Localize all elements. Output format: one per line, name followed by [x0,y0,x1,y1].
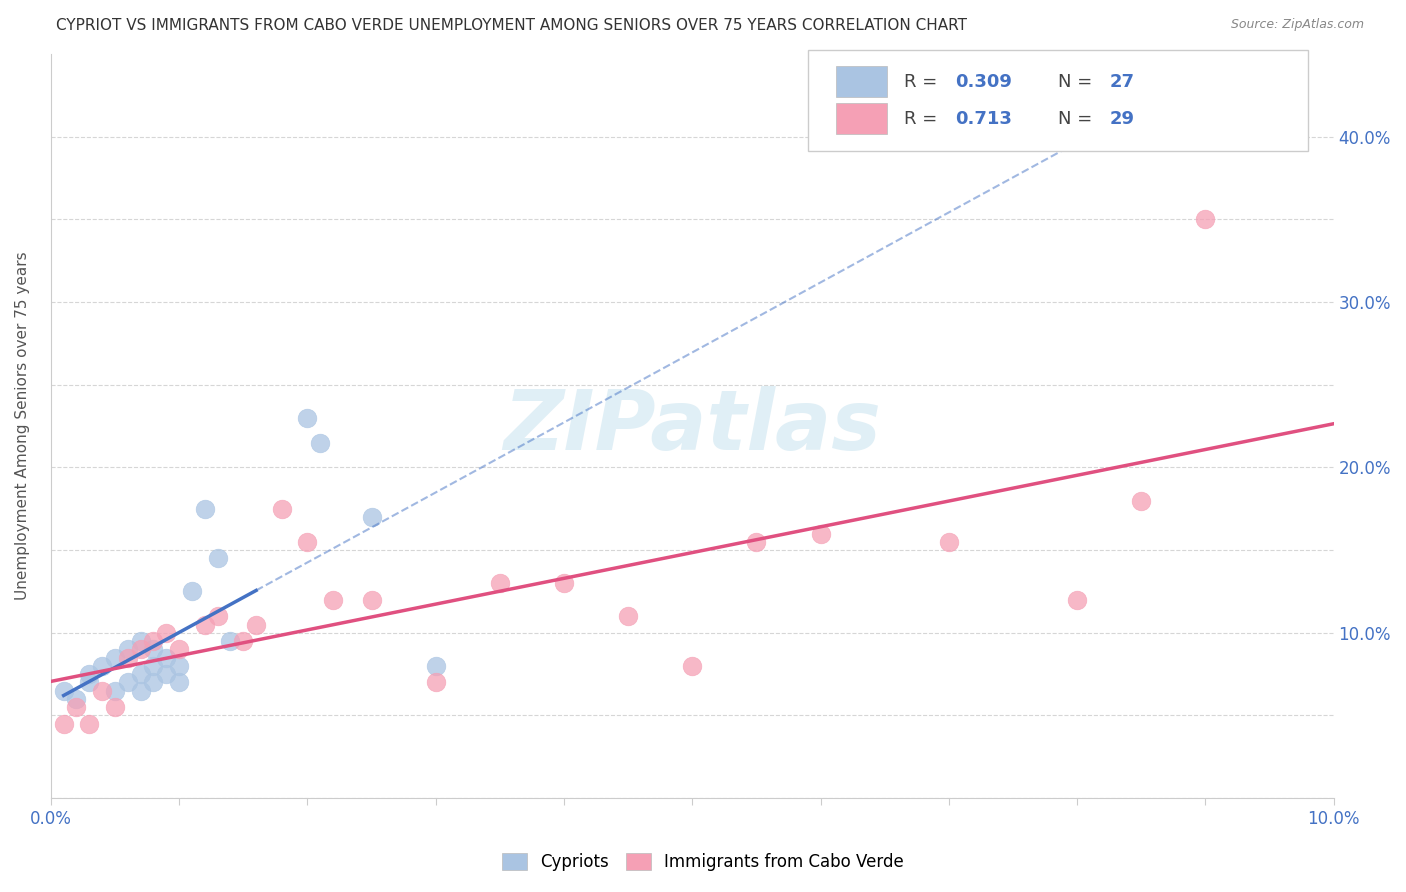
Point [1130,493,1153,508]
Text: 0.309: 0.309 [955,72,1012,91]
Point [117,650,139,665]
Text: ZIPatlas: ZIPatlas [503,385,882,467]
Point [104,683,127,698]
FancyBboxPatch shape [837,103,887,135]
Point [117,642,139,657]
Text: 27: 27 [1109,72,1135,91]
Point [425,658,447,673]
Point [207,551,229,566]
Text: R =: R = [904,110,943,128]
Point [553,576,575,591]
Point [488,576,510,591]
Point [194,501,217,516]
Point [104,650,127,665]
Point [938,534,960,549]
Point [745,534,768,549]
Point [129,634,152,648]
Point [219,634,242,648]
Point [142,634,165,648]
Point [155,667,177,681]
Point [129,642,152,657]
Point [91,683,114,698]
Point [617,609,640,624]
Point [65,700,87,714]
Text: 29: 29 [1109,110,1135,128]
FancyBboxPatch shape [807,50,1308,151]
Point [129,667,152,681]
Point [104,700,127,714]
Point [155,650,177,665]
Y-axis label: Unemployment Among Seniors over 75 years: Unemployment Among Seniors over 75 years [15,252,30,600]
Point [270,501,292,516]
Point [1194,212,1216,227]
Point [181,584,204,599]
Point [425,675,447,690]
Point [297,410,319,425]
Point [129,683,152,698]
Point [297,534,319,549]
Text: N =: N = [1057,110,1098,128]
Point [245,617,267,632]
Point [1066,592,1088,607]
Point [167,642,190,657]
Text: CYPRIOT VS IMMIGRANTS FROM CABO VERDE UNEMPLOYMENT AMONG SENIORS OVER 75 YEARS C: CYPRIOT VS IMMIGRANTS FROM CABO VERDE UN… [56,18,967,33]
Point [79,716,101,731]
Point [79,675,101,690]
Point [142,658,165,673]
Point [232,634,254,648]
Text: 0.713: 0.713 [955,110,1012,128]
Point [810,526,832,541]
FancyBboxPatch shape [837,66,887,97]
Point [79,667,101,681]
Point [65,692,87,706]
Point [117,675,139,690]
Point [360,510,382,524]
Point [91,658,114,673]
Text: N =: N = [1057,72,1098,91]
Point [207,609,229,624]
Text: R =: R = [904,72,943,91]
Legend: Cypriots, Immigrants from Cabo Verde: Cypriots, Immigrants from Cabo Verde [494,845,912,880]
Text: Source: ZipAtlas.com: Source: ZipAtlas.com [1230,18,1364,31]
Point [52,716,75,731]
Point [681,658,703,673]
Point [142,642,165,657]
Point [322,592,344,607]
Point [52,683,75,698]
Point [309,435,332,450]
Point [142,675,165,690]
Point [167,675,190,690]
Point [155,625,177,640]
Point [167,658,190,673]
Point [194,617,217,632]
Point [360,592,382,607]
